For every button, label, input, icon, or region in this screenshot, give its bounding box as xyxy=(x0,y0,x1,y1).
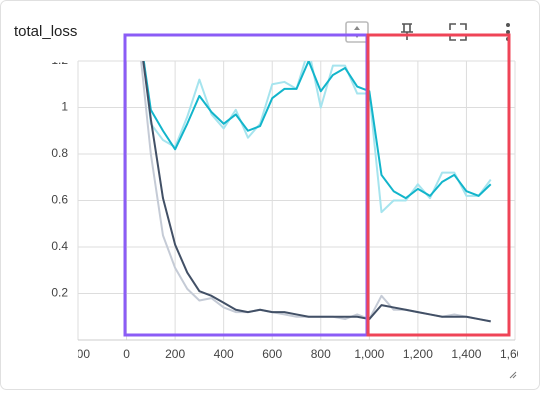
series-line xyxy=(142,61,492,200)
pin-button[interactable] xyxy=(401,23,413,40)
plot xyxy=(140,61,492,323)
y-axis: 0.2 0.4 0.6 0.8 1 1.2 xyxy=(51,53,68,300)
x-tick-label: 1,000 xyxy=(354,347,384,361)
chart-title: total_loss xyxy=(14,23,77,40)
fit-button[interactable] xyxy=(345,21,369,43)
y-tick-label: 1.2 xyxy=(51,53,68,67)
x-tick-label: -200 xyxy=(66,347,90,361)
x-tick-label: 0 xyxy=(123,347,130,361)
card xyxy=(0,0,540,390)
x-axis: -200 0 200 400 600 800 1,000 1,200 1,400 1,600 xyxy=(66,347,530,361)
x-tick-label: 1,400 xyxy=(451,347,481,361)
series-line xyxy=(142,61,491,323)
y-tick-label: 1 xyxy=(61,100,68,114)
highlight-box xyxy=(366,33,511,337)
resize-handle[interactable] xyxy=(509,371,517,379)
y-tick-label: 0.8 xyxy=(51,146,68,160)
x-tick-label: 1,200 xyxy=(403,347,433,361)
fullscreen-button[interactable] xyxy=(449,23,467,41)
x-tick-label: 1,600 xyxy=(500,347,530,361)
y-tick-label: 0.4 xyxy=(51,239,68,253)
x-tick-label: 400 xyxy=(214,347,234,361)
y-tick-label: 0.6 xyxy=(51,193,68,207)
x-tick-label: 600 xyxy=(262,347,282,361)
x-tick-label: 200 xyxy=(165,347,185,361)
x-tick-label: 800 xyxy=(311,347,331,361)
y-tick-label: 0.2 xyxy=(51,286,68,300)
